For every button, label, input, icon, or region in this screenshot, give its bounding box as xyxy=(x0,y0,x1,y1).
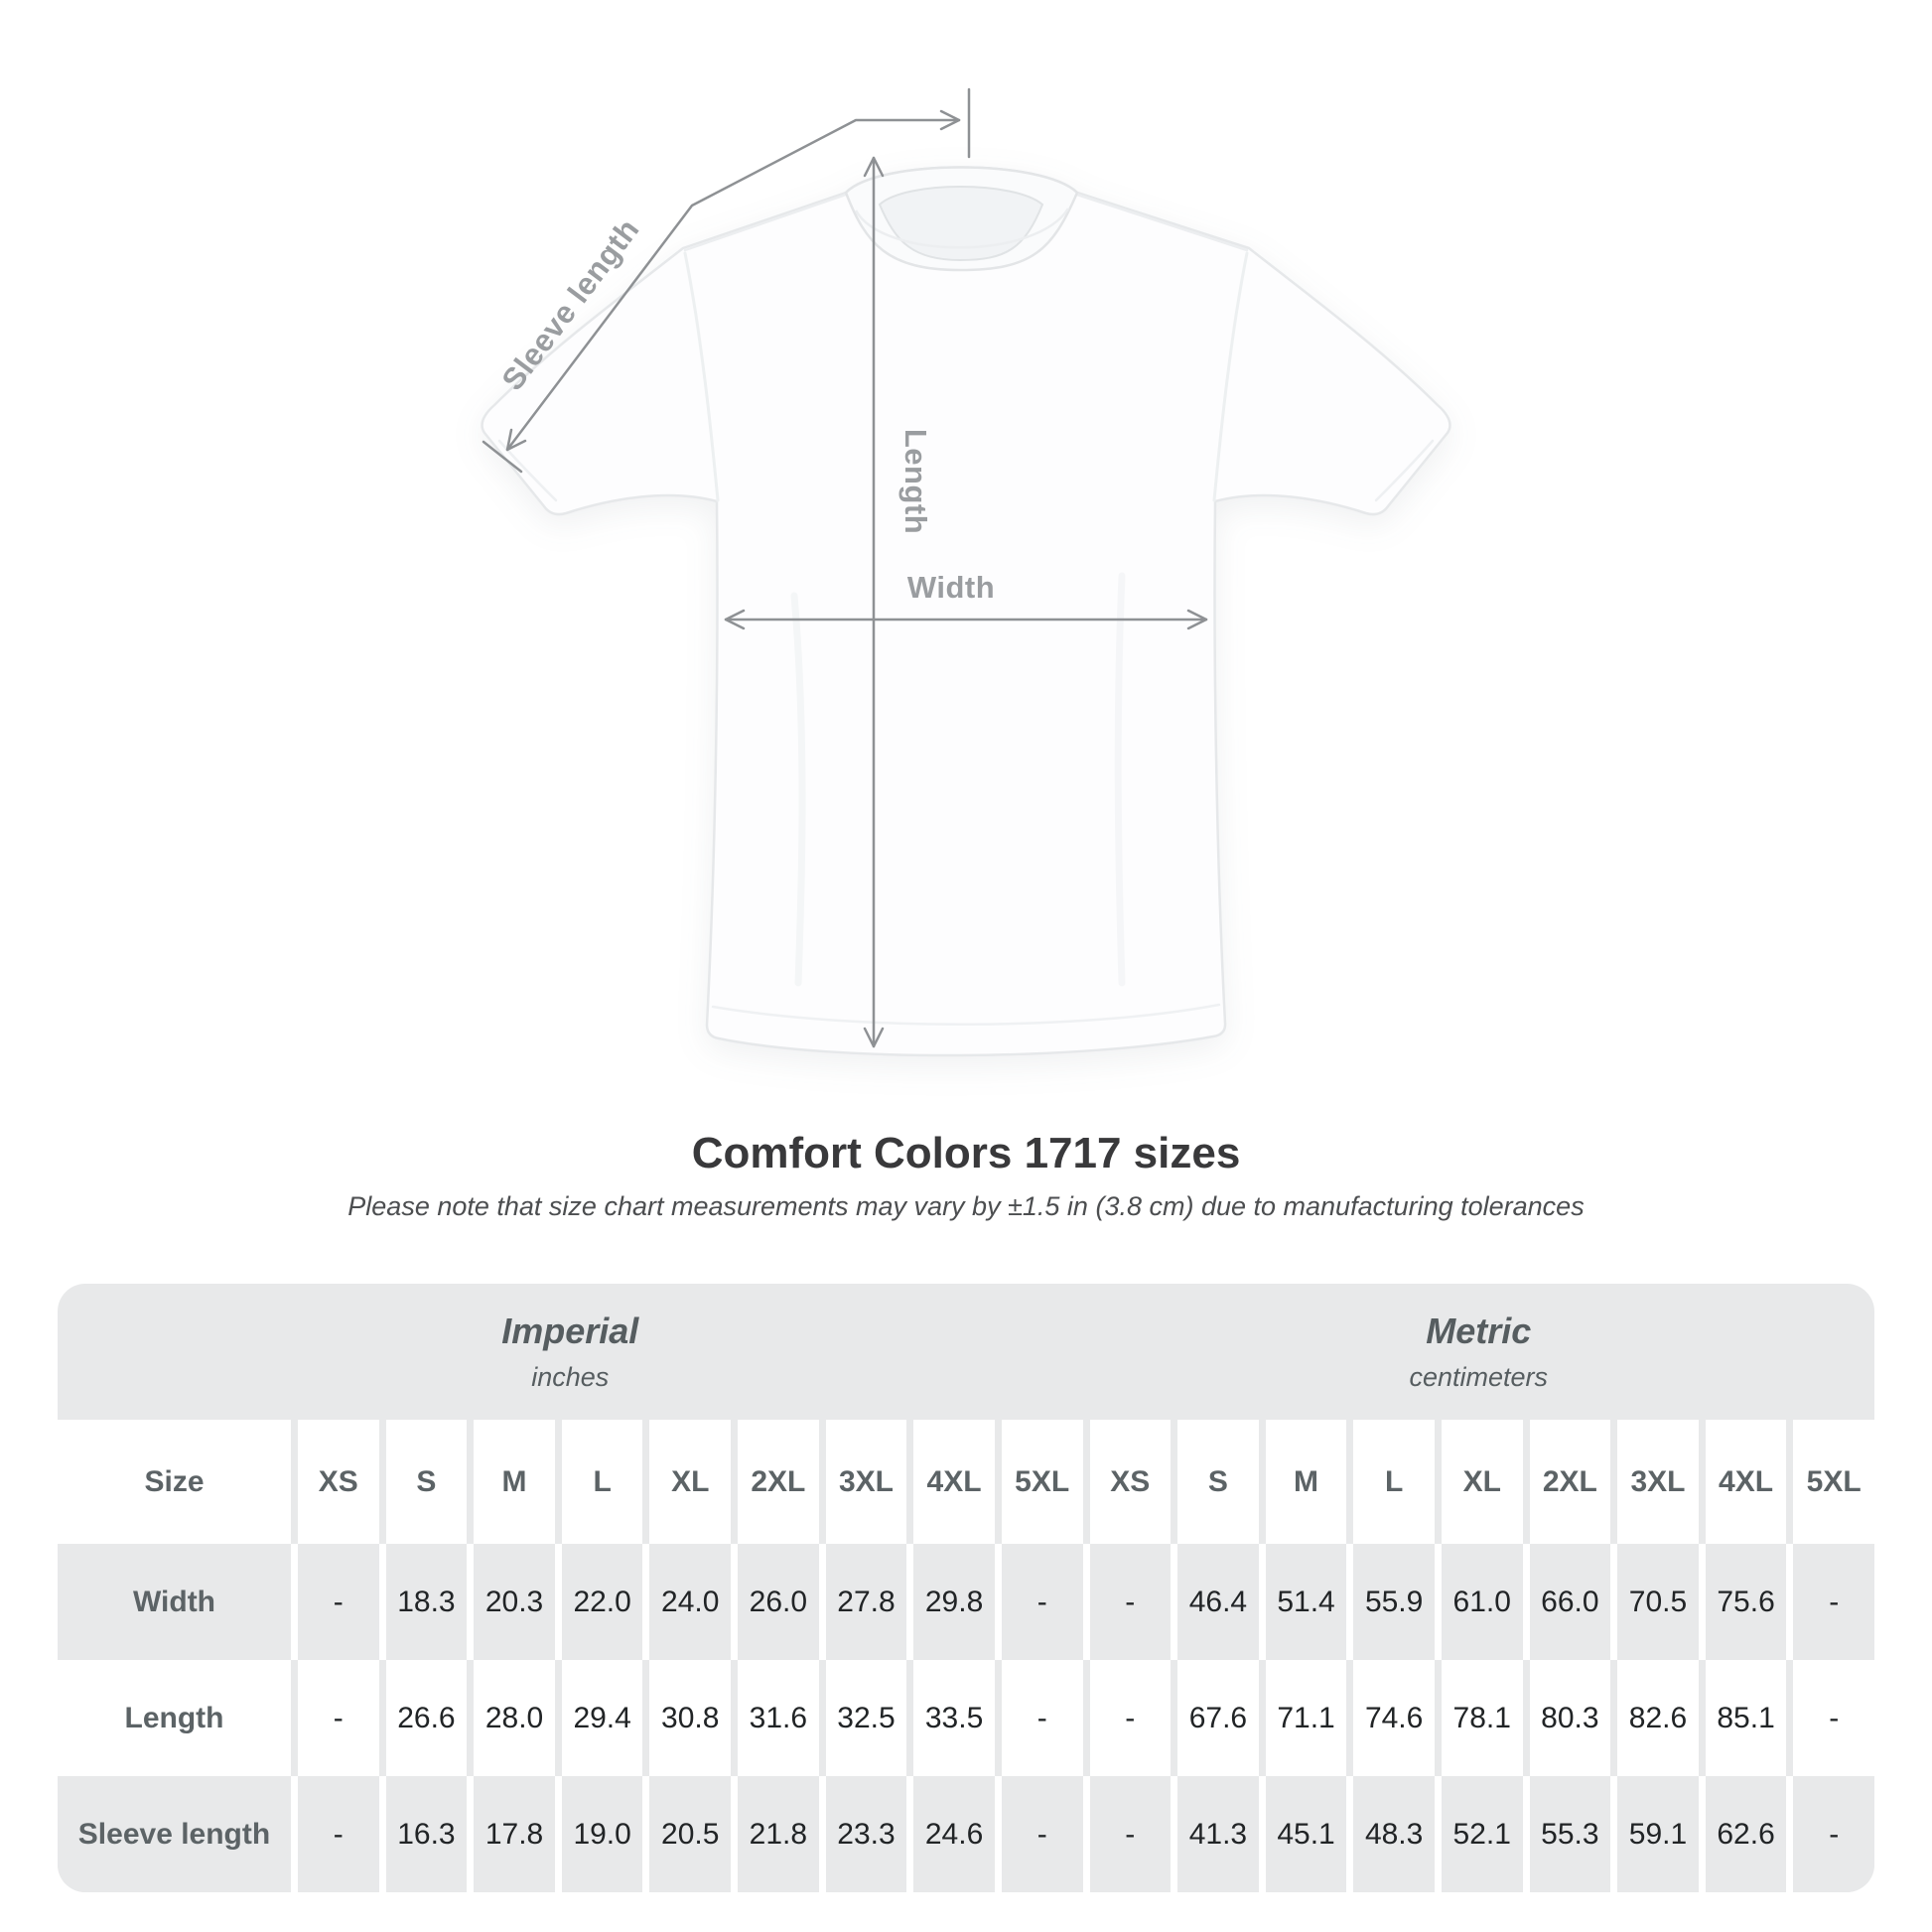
size-header-cell: L xyxy=(554,1420,643,1544)
value-cell: 61.0 xyxy=(1434,1544,1523,1660)
value-cell: - xyxy=(1082,1544,1172,1660)
size-header-cell: S xyxy=(1171,1420,1259,1544)
value-cell: 71.1 xyxy=(1258,1660,1347,1776)
value-cell: 18.3 xyxy=(378,1544,468,1660)
size-header-cell: L xyxy=(1346,1420,1435,1544)
value-cell: 62.6 xyxy=(1698,1776,1787,1892)
value-cell: 32.5 xyxy=(818,1660,907,1776)
size-header-cell: XS xyxy=(1082,1420,1172,1544)
row-label: Width xyxy=(58,1544,291,1660)
value-cell: - xyxy=(1786,1776,1874,1892)
unit-section-imperial: Imperial inches xyxy=(58,1284,1083,1420)
value-cell: 27.8 xyxy=(818,1544,907,1660)
size-header-cell: XS xyxy=(291,1420,379,1544)
sleeve-length-line xyxy=(505,118,961,452)
value-cell: 55.9 xyxy=(1346,1544,1435,1660)
tshirt-measurement-diagram: Sleeve length Length Width xyxy=(481,87,1451,1057)
size-header-cell: XL xyxy=(1434,1420,1523,1544)
length-arrowhead-top xyxy=(863,156,885,178)
sleeve-arrowhead-end xyxy=(505,428,527,452)
value-cell: 41.3 xyxy=(1171,1776,1259,1892)
length-label: Length xyxy=(898,429,933,534)
length-arrowhead-bottom xyxy=(863,1027,885,1048)
value-cell: 52.1 xyxy=(1434,1776,1523,1892)
size-header-cell: 4XL xyxy=(1698,1420,1787,1544)
value-cell: - xyxy=(1082,1660,1172,1776)
width-arrowhead-left xyxy=(724,609,746,630)
value-cell: - xyxy=(994,1544,1083,1660)
value-cell: 67.6 xyxy=(1171,1660,1259,1776)
value-cell: - xyxy=(994,1660,1083,1776)
value-cell: 82.6 xyxy=(1610,1660,1699,1776)
value-cell: 59.1 xyxy=(1610,1776,1699,1892)
value-cell: - xyxy=(291,1776,379,1892)
value-cell: 29.4 xyxy=(554,1660,643,1776)
size-header-cell: 2XL xyxy=(1522,1420,1611,1544)
value-cell: 23.3 xyxy=(818,1776,907,1892)
width-label: Width xyxy=(907,570,995,605)
row-label: Sleeve length xyxy=(58,1776,291,1892)
unit-section-unit: inches xyxy=(531,1362,610,1392)
page-title: Comfort Colors 1717 sizes xyxy=(691,1129,1241,1177)
row-label: Length xyxy=(58,1660,291,1776)
value-cell: - xyxy=(291,1544,379,1660)
value-cell: 74.6 xyxy=(1346,1660,1435,1776)
tolerance-note: Please note that size chart measurements… xyxy=(347,1191,1585,1221)
unit-section-unit: centimeters xyxy=(1409,1362,1549,1392)
unit-section-title: Imperial xyxy=(501,1311,639,1351)
value-cell: 48.3 xyxy=(1346,1776,1435,1892)
tshirt-image xyxy=(481,166,1451,1057)
size-header-cell: S xyxy=(378,1420,468,1544)
value-cell: 24.6 xyxy=(906,1776,995,1892)
sleeve-arrowhead-right xyxy=(939,109,961,131)
size-header-cell: 5XL xyxy=(994,1420,1083,1544)
value-cell: - xyxy=(1082,1776,1172,1892)
measurement-lines xyxy=(482,87,1208,1048)
value-cell: 21.8 xyxy=(731,1776,819,1892)
size-header-cell: M xyxy=(467,1420,555,1544)
value-cell: 33.5 xyxy=(906,1660,995,1776)
size-header-cell: 3XL xyxy=(1610,1420,1699,1544)
value-cell: 24.0 xyxy=(642,1544,732,1660)
title-block: Comfort Colors 1717 sizes Please note th… xyxy=(0,1128,1932,1222)
value-cell: 20.5 xyxy=(642,1776,732,1892)
size-table: Imperial inches Metric centimeters Size XS S M L… xyxy=(58,1284,1874,1892)
value-cell: 17.8 xyxy=(467,1776,555,1892)
value-cell: 22.0 xyxy=(554,1544,643,1660)
value-cell: 29.8 xyxy=(906,1544,995,1660)
sleeve-end-tick xyxy=(482,440,523,474)
value-cell: 78.1 xyxy=(1434,1660,1523,1776)
unit-section-title: Metric xyxy=(1426,1311,1532,1351)
value-cell: 26.0 xyxy=(731,1544,819,1660)
value-cell: 20.3 xyxy=(467,1544,555,1660)
value-cell: 45.1 xyxy=(1258,1776,1347,1892)
size-header-cell: XL xyxy=(642,1420,732,1544)
size-col-header: Size xyxy=(58,1420,291,1544)
size-header-cell: 2XL xyxy=(731,1420,819,1544)
unit-section-metric: Metric centimeters xyxy=(1083,1284,1875,1420)
value-cell: 28.0 xyxy=(467,1660,555,1776)
value-cell: 16.3 xyxy=(378,1776,468,1892)
value-cell: 26.6 xyxy=(378,1660,468,1776)
value-cell: 19.0 xyxy=(554,1776,643,1892)
value-cell: 70.5 xyxy=(1610,1544,1699,1660)
value-cell: 85.1 xyxy=(1698,1660,1787,1776)
value-cell: 80.3 xyxy=(1522,1660,1611,1776)
size-header-cell: 3XL xyxy=(818,1420,907,1544)
value-cell: - xyxy=(1786,1544,1874,1660)
value-cell: 31.6 xyxy=(731,1660,819,1776)
value-cell: 30.8 xyxy=(642,1660,732,1776)
value-cell: 55.3 xyxy=(1522,1776,1611,1892)
size-header-cell: M xyxy=(1258,1420,1347,1544)
value-cell: - xyxy=(1786,1660,1874,1776)
value-cell: 66.0 xyxy=(1522,1544,1611,1660)
value-cell: 46.4 xyxy=(1171,1544,1259,1660)
size-header-cell: 4XL xyxy=(906,1420,995,1544)
width-arrowhead-right xyxy=(1186,609,1208,630)
value-cell: 51.4 xyxy=(1258,1544,1347,1660)
size-header-cell: 5XL xyxy=(1786,1420,1874,1544)
value-cell: - xyxy=(291,1660,379,1776)
value-cell: 75.6 xyxy=(1698,1544,1787,1660)
value-cell: - xyxy=(994,1776,1083,1892)
